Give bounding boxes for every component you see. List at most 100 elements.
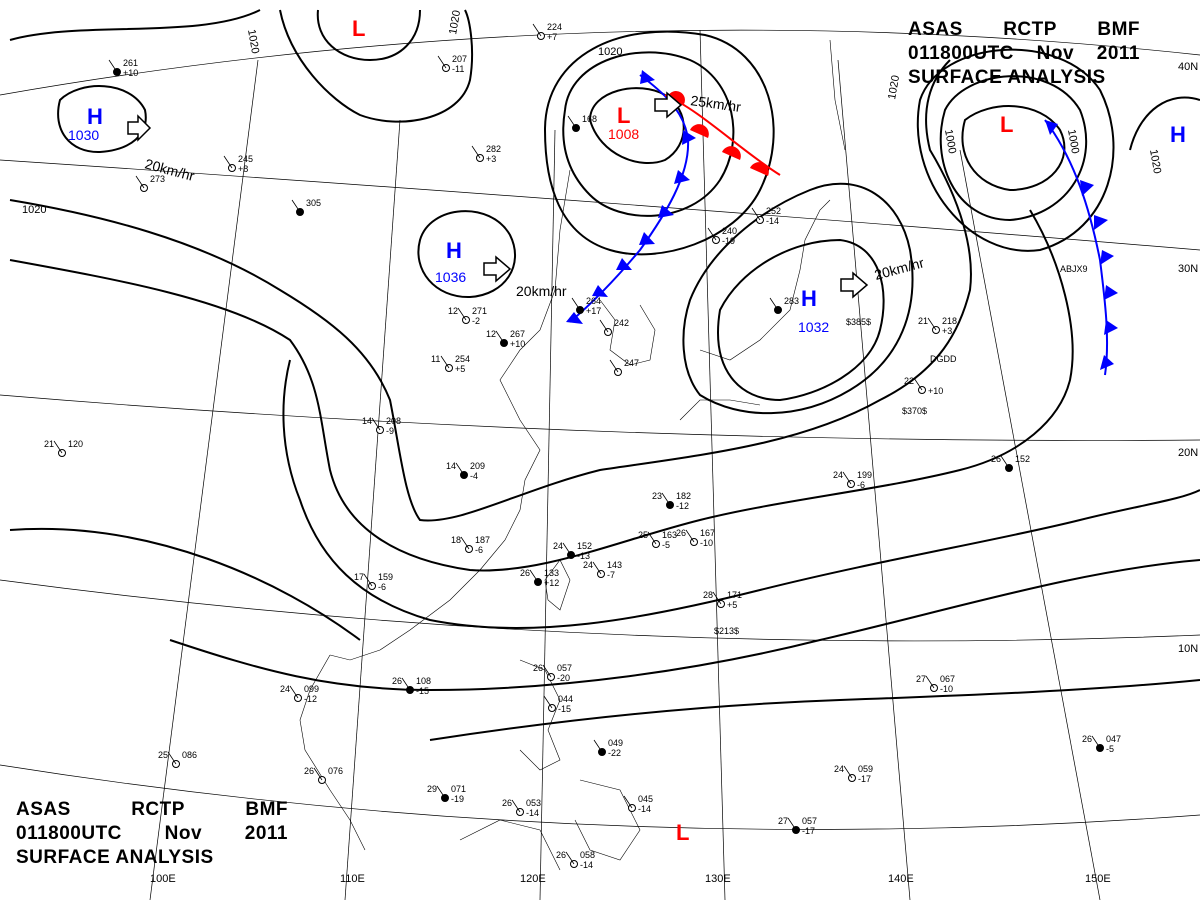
header-station: RCTP (1003, 19, 1057, 40)
high-symbol: H (801, 286, 817, 311)
header-bottom-left: ASAS RCTP BMF 011800UTC Nov 2011 SURFACE… (16, 798, 288, 870)
station-tendency: -19 (451, 794, 464, 804)
station-plot: 27 067-10 (916, 674, 955, 694)
grid-labels: 40N 30N 20N 10N 100E 110E 120E 130E 140E… (150, 61, 1198, 885)
station-pressure: 120 (68, 439, 83, 449)
station-pressure: 207 (452, 54, 467, 64)
station-plot: 224+7 (532, 22, 562, 42)
station-tendency: +3 (942, 326, 952, 336)
station-pressure: 168 (582, 114, 597, 124)
station-plot: 24 099-12 (280, 684, 319, 704)
low-1008: L 1008 25km/hr (608, 91, 742, 142)
station-plot: 26 058-14 (556, 850, 595, 870)
station-pressure: 159 (378, 572, 393, 582)
isobar-value-labels: 1020 1020 1020 1020 1020 1020 1000 1000 (22, 9, 1163, 216)
station-tendency: -14 (766, 216, 779, 226)
pressure-systems: H 1030 20km/hr H 1036 20km/hr L 1008 25k… (68, 16, 1186, 845)
wind-barb-icon (562, 542, 572, 556)
wind-barb-icon (440, 355, 450, 369)
isobar-japan-2 (717, 238, 885, 402)
station-code: ABJX9 (1060, 264, 1088, 274)
coastline-taiwan (544, 559, 571, 611)
isobar-low-ring-1 (316, 9, 421, 62)
header-line-1: ASAS RCTP BMF (16, 798, 288, 822)
station-tendency: -15 (416, 686, 429, 696)
wind-barb-icon (661, 492, 671, 506)
front-triangle (639, 232, 655, 245)
low-symbol: L (676, 820, 689, 845)
graticule (0, 29, 1200, 900)
station-pressure: 252 (766, 206, 781, 216)
pressure-value: 1036 (435, 269, 466, 285)
wind-barb-icon (532, 23, 542, 37)
station-plot: 21 120 (44, 439, 83, 457)
isobar-label: 1000 (942, 128, 958, 154)
isobar-south-1 (169, 559, 1200, 692)
station-temperature: 21 (44, 439, 54, 449)
low-symbol: L (1000, 112, 1013, 137)
station-tendency: -22 (608, 748, 621, 758)
station-tendency: -2 (472, 316, 480, 326)
station-temperature: 25 (638, 530, 648, 540)
station-plot: 245+8 (223, 154, 253, 174)
wind-barb-icon (529, 569, 539, 583)
station-temperature: 21 (918, 316, 928, 326)
wind-barb-icon (623, 795, 633, 809)
high-symbol: H (1170, 122, 1186, 147)
wind-barb-icon (135, 175, 145, 189)
header-year: 2011 (1096, 43, 1140, 64)
wind-barb-icon (751, 207, 761, 221)
isobar-west-trough (9, 59, 972, 522)
header-title: SURFACE ANALYSIS (908, 67, 1106, 88)
station-plot: 14 209-4 (446, 461, 485, 481)
pressure-value: 1030 (68, 127, 99, 143)
station-temperature: 27 (916, 674, 926, 684)
station-pressure: 163 (662, 530, 677, 540)
station-pressure: 209 (470, 461, 485, 471)
station-tendency: -12 (676, 501, 689, 511)
isobar-japan-1 (682, 182, 914, 415)
station-pressure: 283 (784, 296, 799, 306)
station-pressure: 057 (557, 663, 572, 673)
latitude-line-20n (0, 394, 1200, 441)
header-line-2: 011800UTC Nov 2011 (16, 822, 288, 846)
station-plot: 12 271-2 (448, 306, 487, 326)
isobars (9, 9, 1200, 741)
station-plot: 252-14 (751, 206, 781, 226)
high-1036: H 1036 20km/hr (435, 238, 567, 299)
station-temperature: 26 (533, 663, 543, 673)
wind-barb-icon (927, 317, 937, 331)
isobar-h1036 (417, 210, 516, 299)
header-product: BMF (1097, 19, 1140, 40)
wind-barb-icon (925, 675, 935, 689)
station-pressure: 143 (607, 560, 622, 570)
header-station: RCTP (131, 799, 185, 820)
wind-barb-icon (436, 785, 446, 799)
lon-label-130e: 130E (705, 873, 731, 885)
station-tendency: -5 (662, 540, 670, 550)
station-temperature: 26 (1082, 734, 1092, 744)
station-plot: 24 199-6 (833, 470, 872, 490)
station-temperature: 24 (280, 684, 290, 694)
station-pressure: 199 (857, 470, 872, 480)
isobar-south-3 (429, 679, 1200, 741)
station-plot: 26 057-20 (533, 663, 572, 683)
header-time: 011800UTC (16, 823, 122, 844)
station-code: $385$ (846, 317, 871, 327)
isobar-label: 1020 (22, 204, 46, 216)
station-temperature: 14 (362, 416, 372, 426)
header-line-2: 011800UTC Nov 2011 (908, 42, 1140, 66)
station-pressure: 049 (608, 738, 623, 748)
wind-barb-icon (609, 359, 619, 373)
front-triangle (674, 170, 690, 184)
station-pressure: 182 (676, 491, 691, 501)
station-plot: 24 143-7 (583, 560, 622, 580)
low-symbol: L (352, 16, 365, 41)
wind-barb-icon (707, 227, 717, 241)
wind-barb-icon (371, 417, 381, 431)
coastline-indochina (299, 654, 366, 851)
high-symbol: H (446, 238, 462, 263)
wind-barb-icon (313, 767, 323, 781)
station-pressure: 167 (700, 528, 715, 538)
